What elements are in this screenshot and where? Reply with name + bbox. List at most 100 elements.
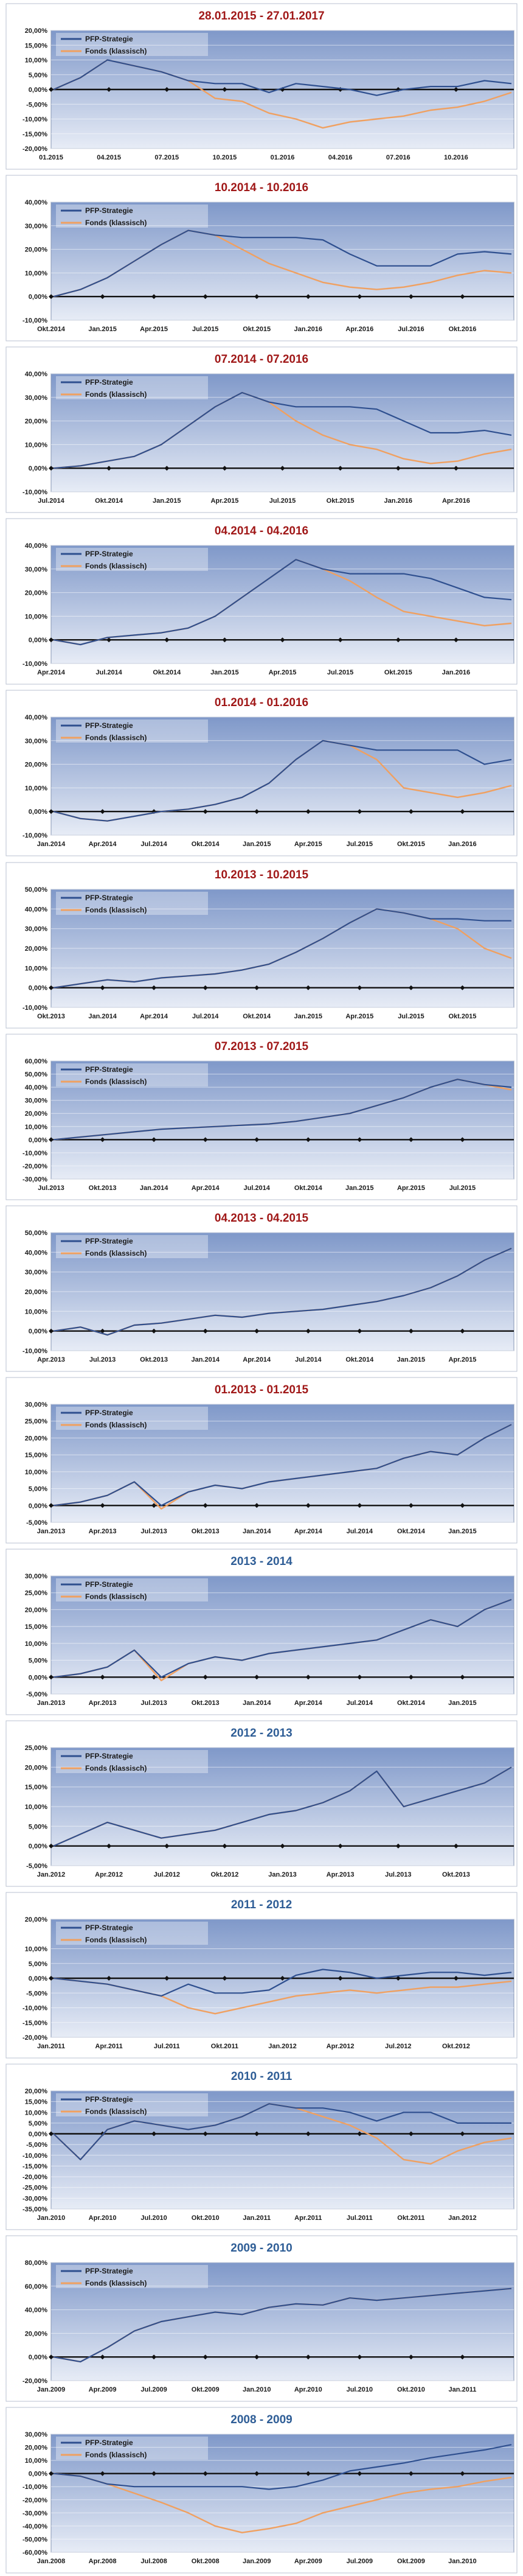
legend-background: [56, 548, 208, 572]
legend-label: Fonds (klassisch): [85, 2451, 147, 2459]
x-tick-label: 04.2016: [328, 154, 353, 161]
axis-marker: [254, 1328, 260, 1334]
x-tick-label: Okt.2014: [192, 841, 220, 848]
x-tick-label: Apr.2009: [89, 2386, 117, 2393]
axis-marker: [203, 1136, 208, 1142]
line-chart: 2012 - 2013 25,00% 20,00% 15,00% 10,00% 5,00%…: [5, 1720, 518, 1887]
y-tick-label: -35,00%: [23, 2206, 47, 2213]
x-tick-label: Jan.2015: [210, 669, 238, 676]
chart-panel: 01.2014 - 01.2016 40,00% 30,00% 20,00% 10,00…: [0, 687, 523, 858]
x-tick-label: Jul.2014: [192, 1013, 219, 1020]
y-tick-label: 0,00%: [29, 1136, 47, 1144]
axis-marker: [222, 637, 227, 643]
axis-marker: [203, 2354, 208, 2360]
legend-background: [56, 1406, 208, 1430]
axis-marker: [453, 1843, 459, 1849]
axis-marker: [49, 2354, 54, 2360]
y-tick-label: -5,00%: [26, 2141, 47, 2149]
x-tick-label: Apr.2016: [442, 497, 470, 505]
legend: PFP-Strategie Fonds (klassisch): [56, 1234, 208, 1258]
axis-marker: [338, 1976, 343, 1981]
axis-marker: [222, 466, 227, 471]
y-tick-label: 5,00%: [29, 72, 47, 79]
chart-panel: 04.2013 - 04.2015 50,00% 40,00% 30,00% 20,00…: [0, 1202, 523, 1374]
y-tick-label: 10,00%: [25, 965, 48, 972]
x-tick-label: Okt.2011: [211, 2043, 238, 2050]
x-tick-label: Okt.2014: [37, 326, 66, 333]
x-tick-label: Jul.2010: [140, 2214, 167, 2222]
x-tick-label: Jan.2015: [243, 841, 271, 848]
axis-marker: [49, 294, 54, 299]
chart-panel: 28.01.2015 - 27.01.2017 20,00% 15,00% 10,00…: [0, 0, 523, 172]
y-tick-label: 40,00%: [25, 371, 48, 378]
axis-marker: [106, 637, 112, 643]
axis-marker: [453, 466, 459, 471]
axis-marker: [357, 2354, 362, 2360]
axis-marker: [49, 985, 54, 990]
y-tick-label: -30,00%: [23, 2196, 47, 2203]
legend-label: PFP-Strategie: [85, 1237, 133, 1245]
y-tick-label: 30,00%: [25, 566, 48, 573]
axis-marker: [49, 2471, 54, 2477]
x-tick-label: Apr.2013: [327, 1871, 355, 1878]
y-tick-label: 30,00%: [25, 1573, 48, 1580]
chart-panel: 07.2014 - 07.2016 40,00% 30,00% 20,00% 10,00…: [0, 343, 523, 515]
plot-area: [50, 716, 514, 836]
y-tick-label: -50,00%: [23, 2536, 47, 2544]
axis-marker: [280, 466, 285, 471]
y-tick-label: 20,00%: [25, 418, 48, 425]
x-tick-label: Okt.2013: [192, 1528, 220, 1535]
y-tick-label: 40,00%: [25, 542, 48, 550]
chart-title: 01.2014 - 01.2016: [215, 696, 308, 709]
axis-marker: [49, 1843, 54, 1849]
y-tick-label: 30,00%: [25, 738, 48, 745]
y-tick-label: 10,00%: [25, 270, 48, 277]
axis-marker: [151, 2471, 157, 2477]
x-tick-label: Okt.2013: [89, 1185, 117, 1192]
y-tick-label: 40,00%: [25, 1249, 48, 1256]
legend-background: [56, 2437, 208, 2460]
line-chart: 04.2014 - 04.2016 40,00% 30,00% 20,00% 10,00…: [5, 518, 518, 685]
y-tick-label: 10,00%: [25, 1804, 48, 1811]
axis-marker: [460, 1136, 465, 1142]
y-tick-label: 40,00%: [25, 1084, 48, 1091]
line-chart: 2013 - 2014 30,00% 25,00% 20,00% 15,00% 10,00…: [5, 1549, 518, 1715]
y-tick-label: -5,00%: [26, 101, 47, 108]
y-tick-label: -10,00%: [23, 1348, 47, 1355]
legend: PFP-Strategie Fonds (klassisch): [56, 205, 208, 228]
legend-label: Fonds (klassisch): [85, 1249, 147, 1258]
y-tick-label: 0,00%: [29, 2471, 47, 2478]
axis-marker: [100, 2471, 105, 2477]
y-tick-label: 10,00%: [25, 2109, 48, 2116]
y-tick-label: 30,00%: [25, 1269, 48, 1276]
chart-title: 04.2013 - 04.2015: [215, 1212, 309, 1225]
axis-marker: [151, 1136, 157, 1142]
axis-marker: [408, 1136, 414, 1142]
y-tick-label: 25,00%: [25, 1418, 48, 1425]
y-tick-label: 15,00%: [25, 1784, 48, 1791]
y-tick-label: -5,00%: [26, 1863, 47, 1870]
chart-panel: 07.2013 - 07.2015 60,00% 50,00% 40,00% 30,00…: [0, 1031, 523, 1202]
series-line-fonds-klassisch: [53, 2473, 512, 2534]
x-tick-label: Jul.2015: [347, 841, 373, 848]
line-chart: 2009 - 2010 80,00% 60,00% 40,00% 20,00% 0,00%…: [5, 2235, 518, 2402]
series-line-pfp-strategie: [53, 1969, 512, 1997]
x-tick-label: Jan.2013: [37, 1699, 65, 1707]
x-tick-label: Jul.2008: [140, 2558, 167, 2565]
axis-marker: [49, 1675, 54, 1680]
y-tick-label: -15,00%: [23, 2163, 47, 2171]
axis-marker: [305, 1328, 311, 1334]
legend-label: Fonds (klassisch): [85, 1592, 147, 1601]
x-tick-label: Okt.2011: [397, 2214, 424, 2222]
y-tick-label: -10,00%: [23, 317, 47, 324]
axis-marker: [106, 87, 112, 92]
axis-marker: [100, 809, 105, 814]
axis-marker: [203, 2471, 208, 2477]
x-tick-label: Apr.2014: [294, 1528, 323, 1535]
axis-marker: [460, 2354, 465, 2360]
axis-marker: [49, 1503, 54, 1508]
x-tick-label: Jan.2015: [153, 497, 181, 505]
legend-background: [56, 1063, 208, 1087]
legend-label: Fonds (klassisch): [85, 47, 147, 55]
axis-marker: [100, 985, 105, 990]
